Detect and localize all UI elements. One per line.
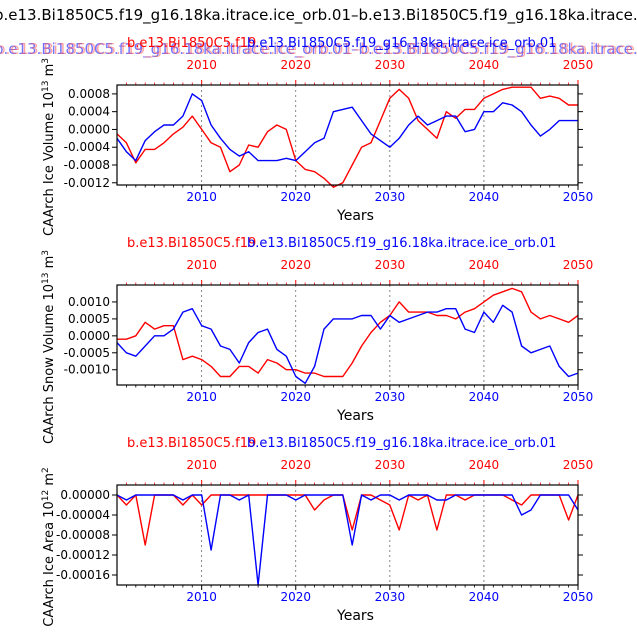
top-tick-label: 2040 (469, 58, 500, 72)
x-axis-label: Years (336, 608, 374, 624)
panel-title-blue: b.e13.Bi1850C5.f19_g16.18ka.itrace.ice_o… (247, 236, 556, 251)
chart-panel-1: b.e13.Bi1850C5.f19b.e13.Bi1850C5.f19_g16… (41, 36, 593, 236)
y-tick-label: -0.0008 (64, 158, 110, 172)
y-tick-label: -0.00004 (56, 508, 110, 522)
y-tick-label: 0.0000 (68, 329, 110, 343)
y-axis-label: CAArch Ice Volume 1013 m3 (41, 58, 57, 236)
y-tick-label: 0.0008 (68, 87, 110, 101)
top-tick-label: 2040 (469, 458, 500, 472)
title-blue: b.e13.Bi1850C5.f19_g16.18ka.itrace.ice_o… (0, 40, 637, 59)
y-tick-label: -0.0012 (64, 176, 110, 190)
bottom-tick-label: 2030 (375, 590, 406, 604)
series-line-blue (116, 304, 579, 384)
bottom-tick-label: 2030 (375, 390, 406, 404)
y-tick-label: 0.0005 (68, 312, 110, 326)
panel-title-blue: b.e13.Bi1850C5.f19_g16.18ka.itrace.ice_o… (247, 36, 556, 51)
series-line-red (117, 287, 579, 378)
plot-frame (116, 284, 579, 386)
top-tick-label: 2050 (563, 258, 594, 272)
bottom-tick-label: 2040 (469, 390, 500, 404)
bottom-tick-label: 2050 (563, 590, 594, 604)
bottom-tick-label: 2020 (280, 190, 311, 204)
bottom-tick-label: 2010 (186, 390, 217, 404)
title-black: b.e13.Bi1850C5.f19_g16.18ka.itrace.ice_o… (0, 6, 637, 25)
y-axis-label: CAArch Snow Volume 1013 m3 (41, 250, 57, 444)
top-tick-label: 2020 (280, 58, 311, 72)
bottom-tick-label: 2040 (469, 190, 500, 204)
top-tick-label: 2010 (186, 58, 217, 72)
panel-title-red: b.e13.Bi1850C5.f19 (127, 36, 256, 51)
y-tick-label: -0.0005 (64, 346, 110, 360)
top-tick-label: 2020 (280, 258, 311, 272)
chart-panel-3: b.e13.Bi1850C5.f19b.e13.Bi1850C5.f19_g16… (41, 436, 593, 627)
top-tick-label: 2030 (375, 458, 406, 472)
top-tick-label: 2010 (186, 458, 217, 472)
y-tick-label: -0.00008 (56, 528, 110, 542)
plot-frame (116, 84, 579, 186)
bottom-tick-label: 2030 (375, 190, 406, 204)
x-axis-label: Years (336, 208, 374, 224)
y-tick-label: -0.0010 (64, 363, 110, 377)
panel-title-red: b.e13.Bi1850C5.f19 (127, 436, 256, 451)
top-tick-label: 2050 (563, 58, 594, 72)
top-tick-label: 2040 (469, 258, 500, 272)
x-axis-label: Years (336, 408, 374, 424)
series-line-blue (116, 494, 579, 586)
top-tick-label: 2030 (375, 58, 406, 72)
y-axis-label: CAArch Ice Area 1012 m2 (41, 467, 57, 627)
panels: b.e13.Bi1850C5.f19b.e13.Bi1850C5.f19_g16… (41, 36, 593, 627)
panel-title-red: b.e13.Bi1850C5.f19 (127, 236, 256, 251)
top-tick-label: 2020 (280, 458, 311, 472)
bottom-tick-label: 2050 (563, 390, 594, 404)
series-line-blue (116, 93, 578, 162)
bottom-tick-label: 2020 (280, 590, 311, 604)
y-tick-label: 0.0004 (68, 105, 110, 119)
chart-panel-2: b.e13.Bi1850C5.f19b.e13.Bi1850C5.f19_g16… (41, 236, 593, 444)
y-tick-label: -0.00012 (56, 548, 110, 562)
bottom-tick-label: 2010 (186, 190, 217, 204)
bottom-tick-label: 2020 (280, 390, 311, 404)
top-tick-label: 2030 (375, 258, 406, 272)
bottom-tick-label: 2010 (186, 590, 217, 604)
y-tick-label: 0.0000 (68, 122, 110, 136)
plot-frame (116, 484, 579, 586)
title-red: b.e13.Bi1850C5.f19_g16.18ka.itrace.ice_o… (0, 40, 637, 59)
bottom-tick-label: 2040 (469, 590, 500, 604)
y-tick-label: -0.0004 (64, 140, 110, 154)
y-tick-label: 0.0010 (68, 295, 110, 309)
y-tick-label: 0.00000 (60, 488, 110, 502)
top-tick-label: 2050 (563, 458, 594, 472)
series-line-red (116, 86, 578, 188)
panel-title-blue: b.e13.Bi1850C5.f19_g16.18ka.itrace.ice_o… (247, 436, 556, 451)
bottom-tick-label: 2050 (563, 190, 594, 204)
figure-title: b.e13.Bi1850C5.f19_g16.18ka.itrace.ice_o… (0, 6, 637, 59)
y-tick-label: -0.00016 (56, 568, 110, 582)
top-tick-label: 2010 (186, 258, 217, 272)
